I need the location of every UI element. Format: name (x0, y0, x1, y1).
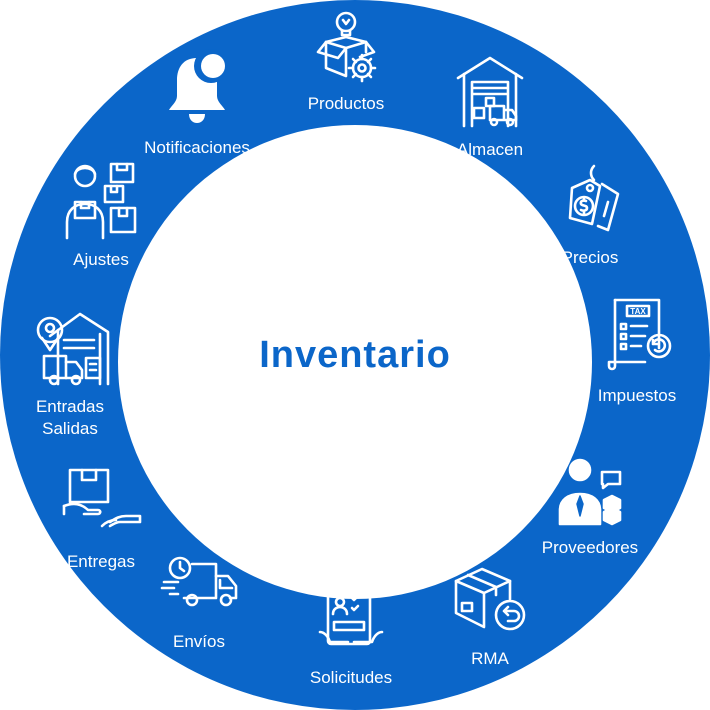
item-productos: Productos (290, 8, 402, 114)
center-title: Inventario (259, 334, 451, 376)
tax-document-icon: TAX (607, 298, 672, 371)
item-ajustes: Ajustes (56, 158, 146, 270)
label-entradas: Entradas (35, 397, 105, 416)
label-proveedores: Proveedores (541, 538, 639, 557)
label-entregas: Entregas (66, 552, 136, 571)
label-almacen: Almacen (456, 140, 524, 159)
item-solicitudes: Solicitudes (296, 582, 406, 688)
label-notificaciones: Notificaciones (144, 138, 250, 157)
warehouse-icon (456, 56, 524, 128)
return-box-icon (454, 567, 526, 631)
bell-icon (169, 49, 228, 123)
label-impuestos: Impuestos (597, 386, 677, 405)
label-salidas: Salidas (42, 419, 98, 438)
delivery-truck-icon (160, 556, 238, 607)
item-precios: Precios (540, 162, 640, 268)
label-ajustes: Ajustes (73, 250, 129, 269)
worker-boxes-icon (65, 162, 137, 240)
item-notificaciones: Notificaciones (132, 49, 262, 158)
item-rma: RMA (448, 563, 532, 669)
label-envios: Envíos (173, 632, 225, 651)
item-entradas-salidas: Entradas Salidas (22, 310, 118, 440)
item-entregas: Entregas (52, 466, 150, 572)
svg-text:TAX: TAX (630, 307, 646, 316)
item-proveedores: Proveedores (528, 454, 652, 558)
item-impuestos: TAX Impuestos (582, 298, 692, 406)
item-almacen: Almacen (440, 48, 540, 160)
request-clipboard-icon (318, 586, 384, 646)
box-lightbulb-gear-icon (316, 11, 377, 83)
price-tag-icon (568, 164, 620, 232)
warehouse-location-icon (36, 312, 110, 386)
label-productos: Productos (307, 94, 385, 113)
label-rma: RMA (471, 649, 509, 668)
supplier-person-icon (558, 458, 622, 526)
label-solicitudes: Solicitudes (309, 668, 393, 687)
hand-package-icon (62, 468, 142, 528)
label-precios: Precios (561, 248, 619, 267)
item-envios: Envíos (150, 552, 248, 652)
inner-circle (118, 125, 592, 599)
